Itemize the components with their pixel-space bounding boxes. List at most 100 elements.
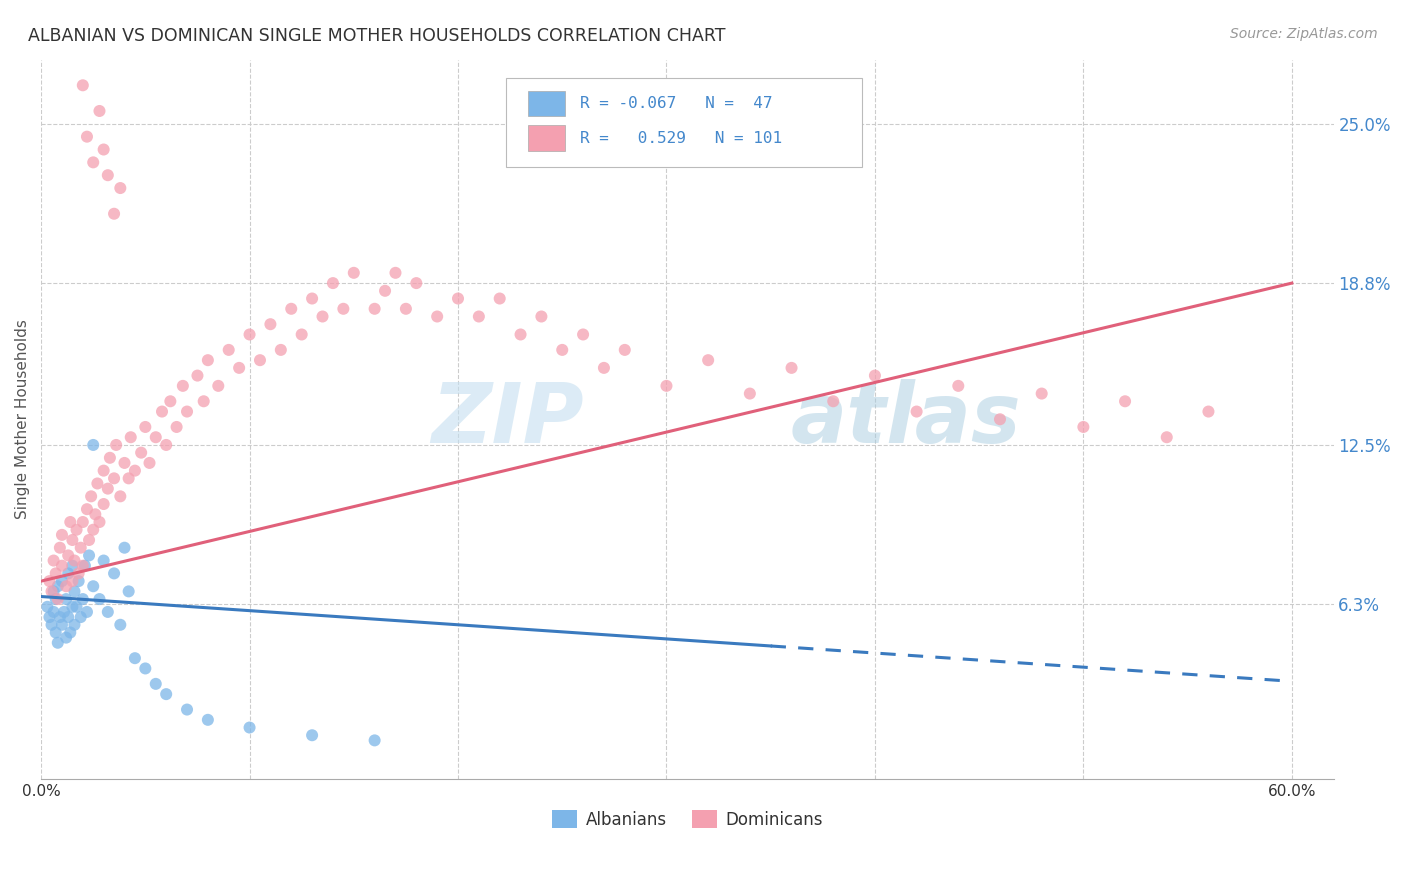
Point: [488, 292, 510, 306]
Text: atlas: atlas: [790, 379, 1021, 459]
Point: [67, 566, 90, 581]
Point: [150, 404, 173, 418]
Point: [77, 533, 100, 547]
Point: [97, 605, 120, 619]
Point: [82, 579, 104, 593]
Point: [159, 394, 181, 409]
Point: [1031, 386, 1053, 401]
Point: [63, 553, 86, 567]
Text: ZIP: ZIP: [432, 379, 583, 459]
Point: [103, 207, 125, 221]
Point: [374, 284, 396, 298]
Point: [59, 625, 82, 640]
Point: [69, 541, 91, 555]
Point: [145, 677, 167, 691]
Point: [58, 566, 80, 581]
Point: [145, 430, 167, 444]
Point: [60, 574, 83, 588]
Point: [89, 515, 111, 529]
Point: [1197, 404, 1219, 418]
Point: [105, 438, 128, 452]
Point: [76, 502, 98, 516]
Point: [509, 327, 531, 342]
Point: [89, 592, 111, 607]
Point: [82, 523, 104, 537]
Point: [45, 592, 67, 607]
Point: [249, 353, 271, 368]
Point: [93, 553, 115, 567]
Point: [363, 733, 385, 747]
Point: [51, 574, 73, 588]
Point: [905, 404, 928, 418]
Point: [49, 541, 72, 555]
Point: [238, 721, 260, 735]
Text: R =   0.529   N = 101: R = 0.529 N = 101: [581, 130, 782, 145]
Point: [65, 523, 87, 537]
Point: [301, 292, 323, 306]
Point: [76, 605, 98, 619]
Point: [63, 617, 86, 632]
Point: [124, 464, 146, 478]
Point: [45, 566, 67, 581]
Point: [176, 404, 198, 418]
Point: [93, 143, 115, 157]
Point: [197, 713, 219, 727]
Point: [270, 343, 292, 357]
Point: [76, 129, 98, 144]
Point: [322, 276, 344, 290]
Point: [37, 599, 59, 614]
Point: [53, 605, 76, 619]
Point: [46, 636, 69, 650]
Point: [58, 549, 80, 563]
Point: [134, 661, 156, 675]
Point: [103, 471, 125, 485]
Point: [41, 617, 63, 632]
Point: [572, 327, 595, 342]
Bar: [529, 125, 565, 151]
Point: [72, 558, 94, 573]
Point: [110, 617, 132, 632]
Point: [46, 592, 69, 607]
Point: [42, 553, 65, 567]
Point: [98, 450, 121, 465]
Point: [134, 420, 156, 434]
Point: [551, 343, 574, 357]
Point: [63, 584, 86, 599]
Point: [38, 574, 60, 588]
Point: [86, 476, 108, 491]
Point: [80, 489, 103, 503]
Point: [426, 310, 449, 324]
Point: [41, 584, 63, 599]
Point: [93, 464, 115, 478]
Point: [60, 533, 83, 547]
Point: [72, 592, 94, 607]
Point: [311, 310, 333, 324]
Point: [613, 343, 636, 357]
Point: [110, 489, 132, 503]
Point: [49, 610, 72, 624]
Point: [468, 310, 491, 324]
Point: [207, 379, 229, 393]
Point: [84, 508, 107, 522]
Point: [65, 599, 87, 614]
FancyBboxPatch shape: [506, 78, 862, 168]
Point: [51, 558, 73, 573]
Point: [59, 515, 82, 529]
Point: [384, 266, 406, 280]
Point: [93, 497, 115, 511]
Point: [155, 438, 177, 452]
Point: [82, 155, 104, 169]
Point: [138, 456, 160, 470]
Point: [363, 301, 385, 316]
Point: [259, 317, 281, 331]
Point: [51, 617, 73, 632]
Point: [42, 605, 65, 619]
Point: [697, 353, 720, 368]
Text: ALBANIAN VS DOMINICAN SINGLE MOTHER HOUSEHOLDS CORRELATION CHART: ALBANIAN VS DOMINICAN SINGLE MOTHER HOUS…: [28, 27, 725, 45]
Point: [280, 301, 302, 316]
Point: [72, 515, 94, 529]
Point: [114, 456, 136, 470]
Text: Source: ZipAtlas.com: Source: ZipAtlas.com: [1230, 27, 1378, 41]
Point: [1156, 430, 1178, 444]
Point: [67, 574, 90, 588]
